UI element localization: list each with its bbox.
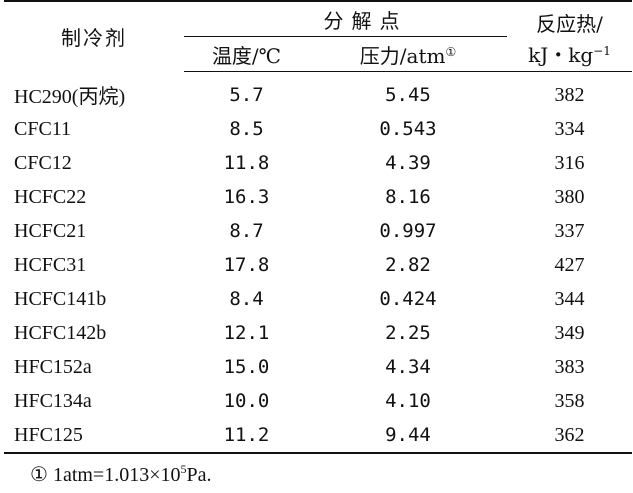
table-row: HCFC31 17.8 2.82 427	[4, 248, 632, 282]
cell-temperature: 11.8	[223, 152, 270, 174]
cell-pressure: 2.25	[385, 322, 431, 344]
cell-agent: HCFC31	[14, 253, 87, 276]
cell-pressure: 0.543	[379, 118, 437, 140]
footnote-unit: Pa.	[186, 464, 212, 486]
header-pressure-label: 压力/atm	[359, 43, 446, 68]
table-row: CFC11 8.5 0.543 334	[4, 112, 632, 146]
cell-heat: 382	[554, 83, 585, 106]
cell-heat: 344	[554, 287, 585, 310]
cell-heat: 358	[554, 389, 585, 412]
cell-pressure: 9.44	[309, 418, 507, 454]
cell-pressure: 4.34	[385, 356, 431, 378]
header-decomposition-point-label: 分解点	[323, 8, 408, 33]
header-row-sub: 温度/℃ 压力/atm① kJ・kg−1	[4, 36, 632, 72]
table-row: HFC152a 15.0 4.34 383	[4, 350, 632, 384]
refrigerant-table-container: 制冷剂 分解点 反应热/ 温度/℃ 压力/atm① kJ・kg−1 HC290(…	[4, 0, 632, 454]
table-row: HC290(丙烷) 5.7 5.45 382	[4, 72, 632, 113]
cell-agent: HFC125	[4, 418, 184, 454]
footnote-exponent: 5	[180, 462, 187, 476]
cell-agent: HFC134a	[14, 389, 92, 412]
cell-temperature: 8.7	[229, 220, 264, 242]
footnote-text: 1atm=1.013×10	[52, 464, 181, 486]
cell-agent: CFC11	[14, 117, 72, 140]
cell-agent: HCFC22	[14, 185, 87, 208]
table-row: CFC12 11.8 4.39 316	[4, 146, 632, 180]
header-heat-unit-label: kJ・kg	[528, 43, 594, 68]
cell-temperature: 16.3	[223, 186, 270, 208]
cell-temperature: 5.7	[229, 84, 264, 106]
cell-temperature: 8.4	[229, 288, 264, 310]
table-row: HCFC21 8.7 0.997 337	[4, 214, 632, 248]
header-heat-unit-exponent: −1	[593, 44, 611, 59]
cell-agent: HCFC21	[14, 219, 87, 242]
cell-agent: HCFC141b	[14, 287, 107, 310]
cell-pressure: 0.424	[379, 288, 437, 310]
cell-heat: 316	[554, 151, 585, 174]
header-temperature: 温度/℃	[184, 36, 309, 72]
cell-pressure: 4.39	[385, 152, 431, 174]
footnote-mark: ①	[30, 464, 48, 486]
header-agent: 制冷剂	[4, 0, 184, 72]
footnote: ① 1atm=1.013×105Pa.	[30, 462, 212, 487]
cell-temperature: 11.2	[184, 418, 309, 454]
cell-heat: 427	[554, 253, 585, 276]
cell-agent: HCFC142b	[14, 321, 107, 344]
table-row: HCFC141b 8.4 0.424 344	[4, 282, 632, 316]
cell-heat: 337	[554, 219, 585, 242]
cell-agent: HFC152a	[14, 355, 92, 378]
cell-heat: 362	[507, 418, 632, 454]
table-body: HC290(丙烷) 5.7 5.45 382 CFC11 8.5 0.543 334 CFC12…	[4, 72, 632, 454]
cell-pressure: 4.10	[385, 390, 431, 412]
cell-temperature: 10.0	[223, 390, 270, 412]
cell-temperature: 17.8	[223, 254, 270, 276]
cell-temperature: 8.5	[229, 118, 264, 140]
cell-agent: HC290(丙烷)	[14, 86, 126, 109]
header-row-top: 制冷剂 分解点 反应热/	[4, 0, 632, 72]
cell-heat: 380	[554, 185, 585, 208]
refrigerant-decomposition-table: 制冷剂 分解点 反应热/ 温度/℃ 压力/atm① kJ・kg−1 HC290(…	[4, 0, 632, 454]
cell-pressure: 8.16	[385, 186, 431, 208]
header-pressure: 压力/atm①	[309, 36, 507, 72]
table-header: 制冷剂 分解点 反应热/ 温度/℃ 压力/atm① kJ・kg−1	[4, 0, 632, 72]
cell-pressure: 0.997	[379, 220, 437, 242]
table-row: HFC125 11.2 9.44 362	[4, 418, 632, 454]
cell-pressure: 5.45	[385, 84, 431, 106]
header-heat-unit: kJ・kg−1	[507, 36, 632, 72]
header-heat-line1: 反应热/	[507, 0, 632, 37]
cell-temperature: 12.1	[223, 322, 270, 344]
table-row: HFC134a 10.0 4.10 358	[4, 384, 632, 418]
cell-temperature: 15.0	[223, 356, 270, 378]
cell-pressure: 2.82	[385, 254, 431, 276]
header-decomposition-point: 分解点	[184, 0, 507, 37]
cell-heat: 349	[554, 321, 585, 344]
table-row: HCFC22 16.3 8.16 380	[4, 180, 632, 214]
header-pressure-footnote-mark: ①	[445, 44, 457, 59]
cell-agent: CFC12	[14, 151, 72, 174]
cell-heat: 383	[554, 355, 585, 378]
cell-heat: 334	[554, 117, 585, 140]
table-row: HCFC142b 12.1 2.25 349	[4, 316, 632, 350]
